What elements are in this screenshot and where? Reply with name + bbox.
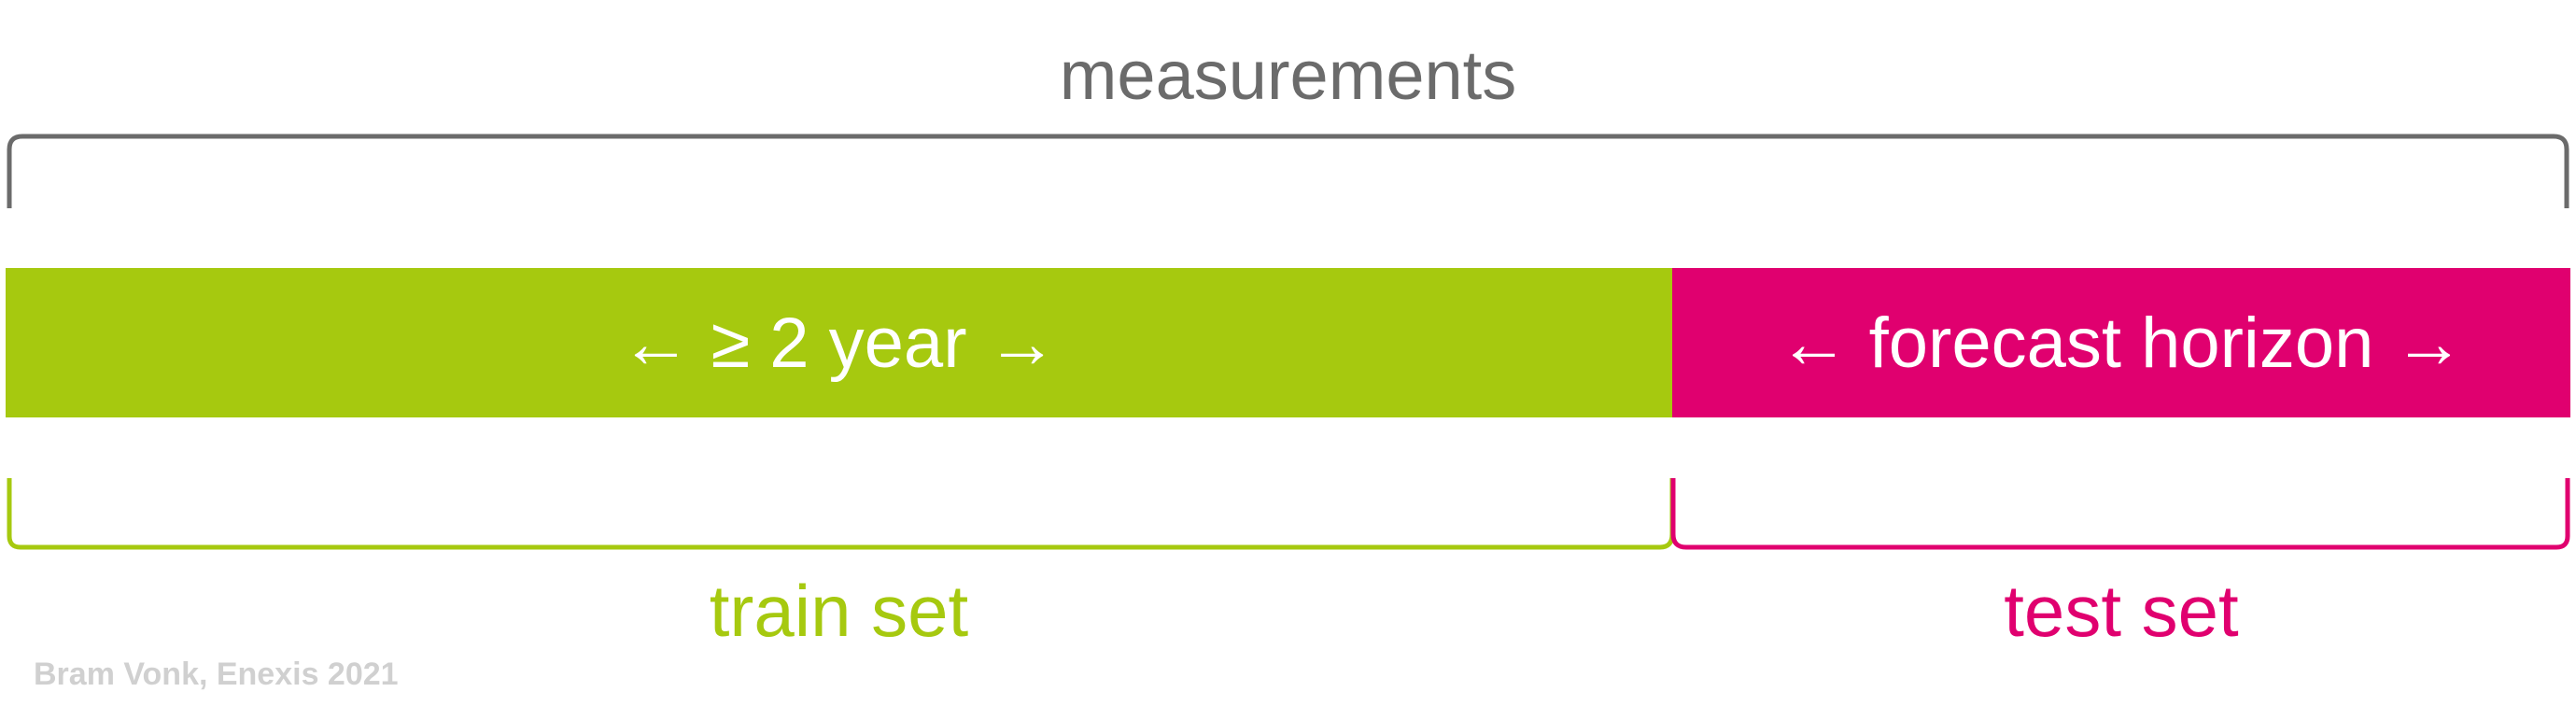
measurements-title: measurements (1059, 36, 1517, 114)
test-set-label: test set (2004, 570, 2239, 652)
train-period-bar: ← ≥ 2 year → (6, 268, 1672, 417)
measurements-bracket (7, 134, 2569, 208)
train-set-bracket (7, 478, 1675, 550)
train-period-text: ← ≥ 2 year → (620, 303, 1058, 383)
test-set-bracket (1670, 478, 2570, 550)
forecast-horizon-bar: ← forecast horizon → (1672, 268, 2570, 417)
forecast-horizon-text: ← forecast horizon → (1778, 303, 2465, 383)
train-set-label: train set (709, 570, 969, 652)
credit-text: Bram Vonk, Enexis 2021 (34, 657, 399, 692)
